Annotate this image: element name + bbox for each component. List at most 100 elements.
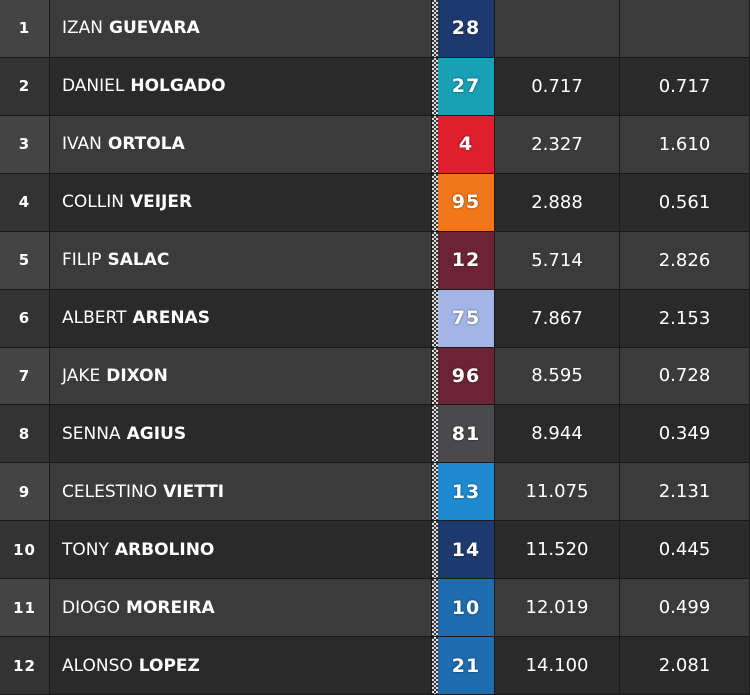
- interval: 0.717: [620, 57, 750, 115]
- rider-number: 28: [438, 0, 495, 57]
- interval: 2.153: [620, 289, 750, 347]
- first-name: COLLIN: [62, 192, 124, 213]
- last-name: DIXON: [106, 365, 168, 386]
- position: 8: [0, 405, 50, 463]
- rider-name: DANIEL HOLGADO: [50, 57, 432, 115]
- rider-name: COLLIN VEIJER: [50, 173, 432, 231]
- first-name: TONY: [62, 539, 109, 560]
- last-name: ARBOLINO: [114, 539, 215, 560]
- rider-name: TONY ARBOLINO: [50, 521, 432, 579]
- rider-number: 14: [438, 521, 495, 579]
- position: 9: [0, 463, 50, 521]
- gap: 2.888: [495, 173, 620, 231]
- position: 7: [0, 347, 50, 405]
- rider-name: IVAN ORTOLA: [50, 115, 432, 173]
- first-name: FILIP: [62, 250, 102, 271]
- position: 11: [0, 579, 50, 637]
- gap: 11.075: [495, 463, 620, 521]
- interval: 0.349: [620, 405, 750, 463]
- checkered-strip: [432, 347, 438, 405]
- last-name: VEIJER: [129, 192, 193, 213]
- result-row: 3 IVAN ORTOLA 4 2.327 1.610: [0, 115, 750, 174]
- position: 6: [0, 289, 50, 347]
- result-row: 6 ALBERT ARENAS 75 7.867 2.153: [0, 289, 750, 348]
- gap: [495, 0, 620, 57]
- first-name: ALONSO: [62, 655, 133, 676]
- gap: 8.944: [495, 405, 620, 463]
- rider-number: 81: [438, 405, 495, 463]
- checkered-strip: [432, 57, 438, 115]
- last-name: ORTOLA: [107, 134, 185, 155]
- checkered-strip: [432, 289, 438, 347]
- gap: 8.595: [495, 347, 620, 405]
- rider-number: 13: [438, 463, 495, 521]
- rider-name: JAKE DIXON: [50, 347, 432, 405]
- first-name: DANIEL: [62, 76, 125, 97]
- rider-number: 21: [438, 637, 495, 694]
- result-row: 7 JAKE DIXON 96 8.595 0.728: [0, 347, 750, 406]
- first-name: SENNA: [62, 423, 121, 444]
- last-name: HOLGADO: [130, 76, 226, 97]
- position: 4: [0, 173, 50, 231]
- rider-number: 4: [438, 115, 495, 173]
- checkered-strip: [432, 231, 438, 289]
- first-name: DIOGO: [62, 597, 121, 618]
- rider-name: FILIP SALAC: [50, 231, 432, 289]
- last-name: VIETTI: [163, 481, 225, 502]
- last-name: SALAC: [107, 250, 170, 271]
- gap: 11.520: [495, 521, 620, 579]
- interval: 0.561: [620, 173, 750, 231]
- gap: 0.717: [495, 57, 620, 115]
- rider-number: 95: [438, 173, 495, 231]
- gap: 5.714: [495, 231, 620, 289]
- rider-number: 12: [438, 231, 495, 289]
- result-row: 12 ALONSO LOPEZ 21 14.100 2.081: [0, 637, 750, 695]
- checkered-strip: [432, 637, 438, 694]
- interval: 0.445: [620, 521, 750, 579]
- interval: 2.131: [620, 463, 750, 521]
- last-name: GUEVARA: [109, 18, 200, 39]
- interval: 1.610: [620, 115, 750, 173]
- gap: 12.019: [495, 579, 620, 637]
- position: 12: [0, 637, 50, 694]
- interval: 2.081: [620, 637, 750, 694]
- interval: 0.499: [620, 579, 750, 637]
- position: 2: [0, 57, 50, 115]
- rider-name: CELESTINO VIETTI: [50, 463, 432, 521]
- rider-number: 27: [438, 57, 495, 115]
- result-row: 9 CELESTINO VIETTI 13 11.075 2.131: [0, 463, 750, 522]
- first-name: ALBERT: [62, 308, 127, 329]
- checkered-strip: [432, 0, 438, 57]
- checkered-strip: [432, 579, 438, 637]
- result-row: 4 COLLIN VEIJER 95 2.888 0.561: [0, 173, 750, 232]
- checkered-strip: [432, 173, 438, 231]
- rider-number: 96: [438, 347, 495, 405]
- rider-name: SENNA AGIUS: [50, 405, 432, 463]
- checkered-strip: [432, 115, 438, 173]
- interval: 2.826: [620, 231, 750, 289]
- result-row: 8 SENNA AGIUS 81 8.944 0.349: [0, 405, 750, 464]
- checkered-strip: [432, 405, 438, 463]
- checkered-strip: [432, 521, 438, 579]
- last-name: MOREIRA: [126, 597, 215, 618]
- result-row: 10 TONY ARBOLINO 14 11.520 0.445: [0, 521, 750, 580]
- gap: 7.867: [495, 289, 620, 347]
- position: 5: [0, 231, 50, 289]
- interval: [620, 0, 750, 57]
- gap: 14.100: [495, 637, 620, 694]
- rider-name: ALBERT ARENAS: [50, 289, 432, 347]
- result-row: 1 IZAN GUEVARA 28: [0, 0, 750, 58]
- first-name: IZAN: [62, 18, 104, 39]
- last-name: LOPEZ: [138, 655, 200, 676]
- last-name: ARENAS: [132, 308, 210, 329]
- position: 10: [0, 521, 50, 579]
- rider-number: 75: [438, 289, 495, 347]
- result-row: 2 DANIEL HOLGADO 27 0.717 0.717: [0, 57, 750, 116]
- last-name: AGIUS: [126, 423, 187, 444]
- first-name: CELESTINO: [62, 481, 158, 502]
- interval: 0.728: [620, 347, 750, 405]
- result-row: 11 DIOGO MOREIRA 10 12.019 0.499: [0, 579, 750, 638]
- rider-name: DIOGO MOREIRA: [50, 579, 432, 637]
